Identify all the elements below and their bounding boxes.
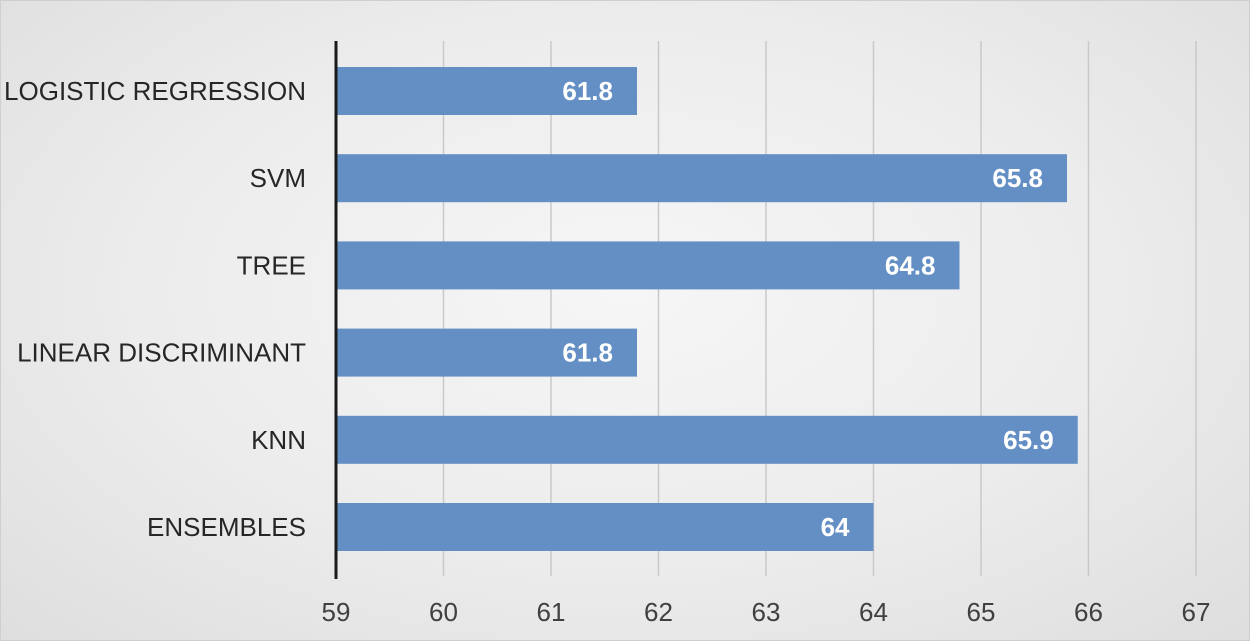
bar-tree: [336, 241, 960, 290]
data-label: 65.8: [992, 163, 1043, 193]
x-tick-label: 62: [644, 597, 673, 627]
data-label: 61.8: [562, 338, 613, 368]
x-tick-label: 60: [429, 597, 458, 627]
data-label: 64: [821, 512, 850, 542]
x-tick-label: 63: [752, 597, 781, 627]
data-label: 61.8: [562, 76, 613, 106]
x-tick-labels: 59 60 61 62 63 64 65 66 67: [322, 597, 1211, 627]
category-label: ENSEMBLES: [147, 512, 306, 542]
bar-knn: [336, 415, 1078, 464]
x-tick-label: 67: [1182, 597, 1211, 627]
category-label: SVM: [250, 163, 306, 193]
x-tick-label: 65: [967, 597, 996, 627]
data-label: 64.8: [885, 250, 936, 280]
category-label: KNN: [251, 425, 306, 455]
x-tick-label: 64: [859, 597, 888, 627]
category-label: TREE: [237, 250, 306, 280]
category-labels: LOGISTIC REGRESSION SVM TREE LINEAR DISCRIM…: [4, 76, 306, 542]
category-label: LINEAR DISCRIMINANT: [17, 338, 306, 368]
bar-logistic-regression: [336, 67, 637, 115]
data-labels: 61.8 65.8 64.8 61.8 65.9 64: [562, 76, 1053, 542]
bar-linear-discriminant: [336, 328, 637, 377]
data-label: 65.9: [1003, 425, 1054, 455]
bar-svm: [336, 154, 1067, 203]
x-tick-label: 59: [322, 597, 351, 627]
gridlines: [442, 41, 1197, 576]
bar-ensembles: [336, 503, 874, 551]
x-tick-label: 61: [537, 597, 566, 627]
category-label: LOGISTIC REGRESSION: [4, 76, 306, 106]
bars: [336, 67, 1078, 551]
x-tick-label: 66: [1074, 597, 1103, 627]
